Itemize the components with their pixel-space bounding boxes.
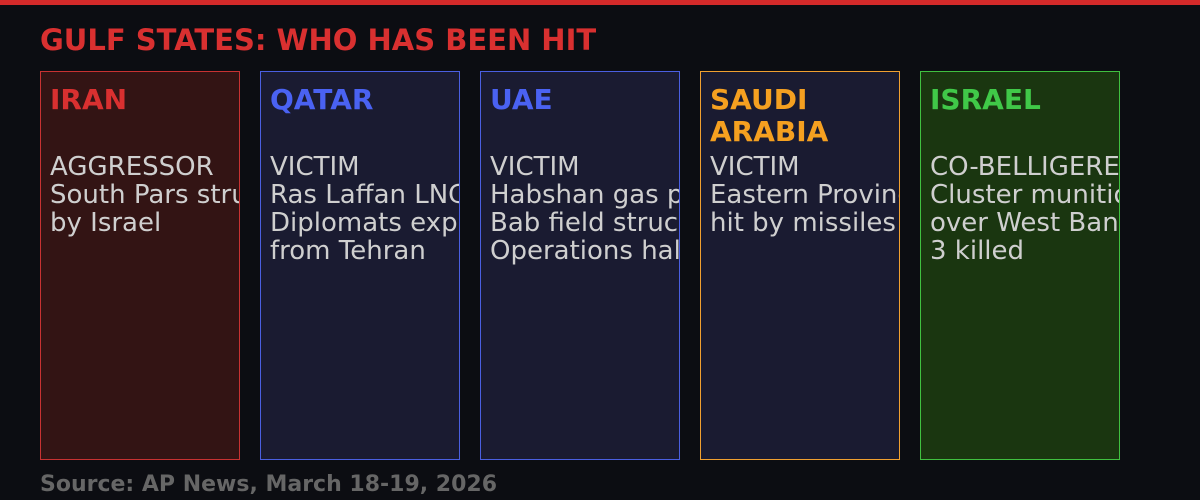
card-name: SAUDI ARABIA [710, 83, 829, 148]
card: IRAN AGGRESSOR South Pars stru by Israel [40, 71, 240, 460]
card-line: from Tehran [270, 236, 426, 266]
card-line: Bab field struck [490, 208, 680, 238]
card-body: AGGRESSOR South Pars stru by Israel [50, 152, 240, 238]
card-line: Diplomats expe [270, 208, 460, 238]
card-line: hit by missiles [710, 208, 896, 238]
card-line: Ras Laffan LNG [270, 180, 460, 210]
card-line: 3 killed [930, 236, 1025, 266]
card-name: IRAN [50, 83, 128, 116]
card-line: Operations halt [490, 236, 680, 266]
card-line: AGGRESSOR [50, 152, 214, 182]
source: Source: AP News, March 18-19, 2026 [40, 472, 498, 497]
card-name: ISRAEL [930, 83, 1041, 116]
card-name: QATAR [270, 83, 374, 116]
card-name: UAE [490, 83, 553, 116]
card-body: CO-BELLIGERENTCluster munitionsover West… [930, 152, 1120, 266]
card-body: VICTIM Ras Laffan LNG Diplomats expe from T… [270, 152, 460, 266]
card-line: Eastern Provinc [710, 180, 900, 210]
card-line: VICTIM [490, 152, 580, 182]
card-line: by Israel [50, 208, 162, 238]
card-line: VICTIM [270, 152, 360, 182]
card: UAE VICTIM Habshan gas p Bab field struck Op… [480, 71, 680, 460]
title: GULF STATES: WHO HAS BEEN HIT [40, 23, 597, 57]
card-line: Cluster munitions [930, 180, 1119, 210]
card-line: over West Bank [930, 208, 1120, 238]
card-body: VICTIM Eastern Provinc hit by missiles [710, 152, 900, 238]
card-line: VICTIM [710, 152, 800, 182]
card-line: Habshan gas p [490, 180, 680, 210]
card: ISRAEL CO-BELLIGERENTCluster munitionsove… [920, 71, 1120, 460]
card-line: CO-BELLIGERENT [930, 152, 1120, 182]
card: QATAR VICTIM Ras Laffan LNG Diplomats expe f… [260, 71, 460, 460]
card-body: VICTIM Habshan gas p Bab field struck Opera… [490, 152, 680, 266]
card-line: South Pars stru [50, 180, 240, 210]
top-bar [0, 0, 1200, 5]
card: SAUDI ARABIA VICTIM Eastern Provinc hit by … [700, 71, 900, 460]
